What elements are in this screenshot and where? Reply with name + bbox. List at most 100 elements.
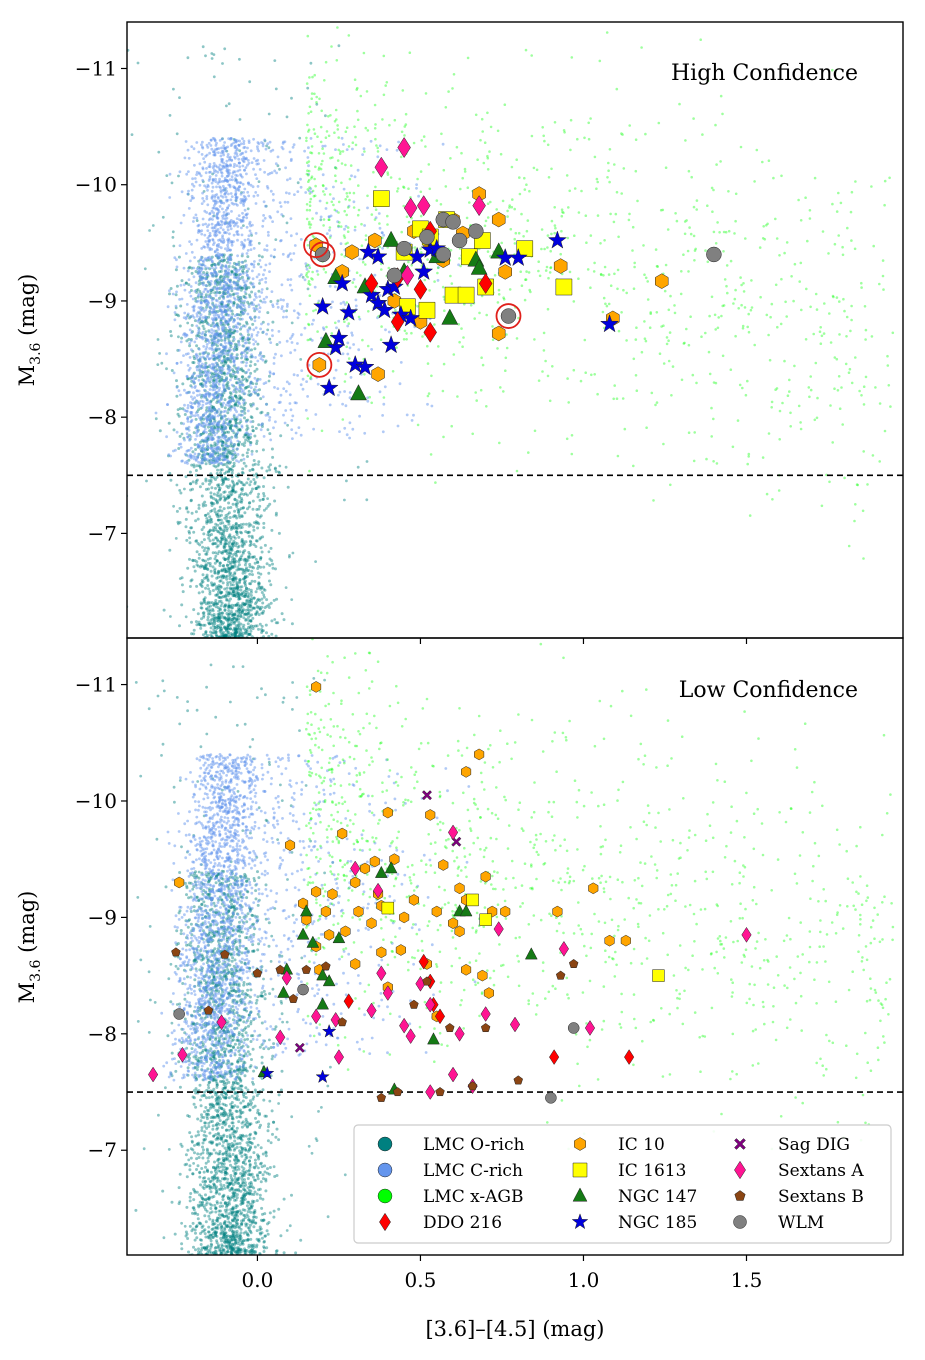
lmc-point <box>222 280 226 284</box>
lmc-point <box>223 308 227 312</box>
lmc-point <box>239 405 243 409</box>
lmc-point <box>237 495 241 499</box>
lmc-point <box>255 449 259 453</box>
lmc-point <box>238 579 242 583</box>
lmc-point <box>197 292 201 296</box>
lmc-point <box>259 299 262 303</box>
lmc-point <box>274 513 278 517</box>
lmc-point <box>230 456 234 460</box>
lmc-point <box>206 579 210 583</box>
lmc-point <box>233 456 237 460</box>
lmc-point <box>231 465 235 469</box>
lmc-point <box>216 509 220 513</box>
lmc-point <box>253 482 257 486</box>
lmc-point <box>201 178 205 182</box>
lmc-point <box>198 642 201 645</box>
lmc-point <box>251 185 255 189</box>
lmc-point <box>231 574 235 578</box>
lmc-point <box>221 480 225 484</box>
lmc-point <box>201 573 205 577</box>
lmc-point <box>227 268 231 271</box>
lmc-point <box>187 189 190 193</box>
lmc-point <box>238 648 241 651</box>
lmc-point <box>215 602 219 606</box>
lmc-point <box>210 335 213 339</box>
lmc-point <box>204 575 208 579</box>
lmc-point <box>244 631 248 635</box>
lmc-point <box>237 634 241 638</box>
lmc-point <box>206 225 209 229</box>
lmc-point <box>239 396 243 400</box>
lmc-point <box>218 564 222 568</box>
lmc-point <box>265 647 268 650</box>
lmc-point <box>226 563 229 567</box>
lmc-point <box>357 348 361 352</box>
lmc-point <box>260 322 263 326</box>
lmc-point <box>230 542 234 546</box>
lmc-point <box>196 517 200 521</box>
lmc-point <box>204 284 208 287</box>
lmc-point <box>260 410 264 414</box>
lmc-point <box>264 647 267 650</box>
lmc-point <box>222 478 225 482</box>
lmc-point <box>286 200 290 204</box>
lmc-point <box>219 518 223 522</box>
lmc-point <box>262 297 266 301</box>
lmc-point <box>238 632 242 636</box>
lmc-point <box>212 444 216 447</box>
lmc-point <box>243 576 247 579</box>
lmc-point <box>218 231 222 235</box>
lmc-point <box>254 159 258 163</box>
lmc-point <box>186 269 190 273</box>
lmc-point <box>202 611 206 615</box>
lmc-point <box>227 605 231 609</box>
lmc-point <box>253 643 256 646</box>
lmc-point <box>272 255 276 259</box>
lmc-point <box>220 483 224 487</box>
lmc-point <box>218 527 222 531</box>
lmc-point <box>229 537 233 541</box>
lmc-point <box>226 648 229 651</box>
lmc-point <box>201 449 204 452</box>
lmc-point <box>220 627 223 631</box>
lmc-point <box>236 321 240 325</box>
lmc-point <box>273 466 277 470</box>
lmc-point <box>199 174 203 178</box>
lmc-point <box>239 643 242 646</box>
lmc-point <box>215 344 219 348</box>
lmc-point <box>230 300 233 304</box>
lmc-point <box>203 513 207 517</box>
lmc-point <box>218 498 222 502</box>
lmc-point <box>236 148 239 152</box>
lmc-point <box>365 460 369 463</box>
lmc-point <box>220 223 224 227</box>
lmc-point <box>275 343 279 346</box>
lmc-point <box>212 164 216 168</box>
lmc-point <box>203 567 207 571</box>
lmc-point <box>356 465 360 469</box>
lmc-point <box>255 407 259 411</box>
lmc-point <box>246 409 250 413</box>
lmc-point <box>226 566 230 570</box>
lmc-point <box>222 211 226 214</box>
lmc-point <box>209 324 213 328</box>
lmc-point <box>218 347 222 351</box>
lmc-point <box>202 422 206 426</box>
lmc-point <box>219 575 223 579</box>
lmc-point <box>234 435 237 439</box>
lmc-point <box>248 491 252 495</box>
lmc-point <box>235 516 239 520</box>
lmc-point <box>212 243 215 247</box>
lmc-point <box>260 611 264 615</box>
lmc-point <box>234 375 238 379</box>
lmc-point <box>228 572 232 576</box>
lmc-point <box>225 249 229 253</box>
lmc-point <box>259 644 262 647</box>
lmc-point <box>268 468 272 472</box>
lmc-point <box>281 252 285 256</box>
lmc-point <box>306 287 310 291</box>
lmc-point <box>218 163 222 167</box>
lmc-point <box>255 539 259 543</box>
lmc-point <box>240 375 244 379</box>
lmc-point <box>241 644 244 647</box>
